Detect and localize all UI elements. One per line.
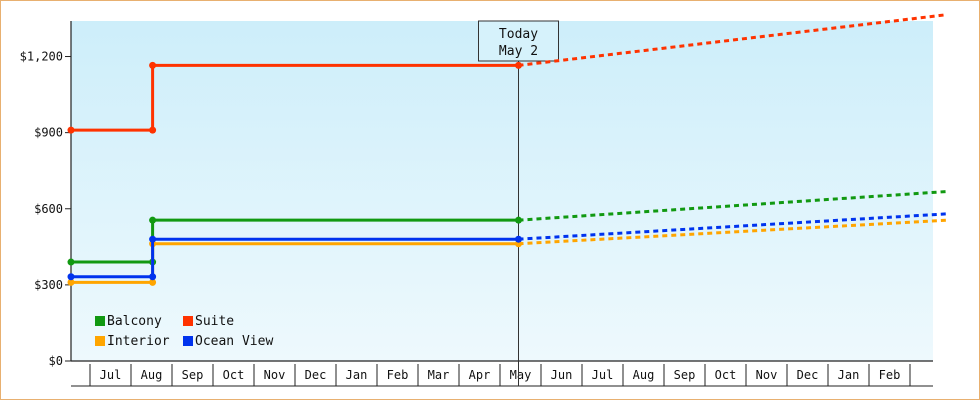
legend-swatch-balcony [95, 316, 105, 326]
series-suite-history [71, 63, 518, 132]
legend-label-balcony: Balcony [107, 314, 162, 329]
x-tick-label: Nov [756, 368, 778, 382]
x-axis: Jul Aug Sep Oct Nov Dec Jan Feb Mar Apr May Jun Jul A… [71, 360, 933, 387]
legend-swatch-ocean-view [183, 336, 193, 346]
series-interior-point [149, 278, 157, 286]
x-tick-label: Aug [633, 368, 655, 382]
x-tick-label: Jul [592, 368, 614, 382]
x-tick-label: Sep [674, 368, 696, 382]
series-suite-point [149, 61, 157, 69]
legend-label-suite: Suite [195, 314, 234, 329]
y-tick-label: $300 [34, 278, 63, 292]
series-balcony-point [149, 216, 157, 224]
x-tick-label: Aug [141, 368, 163, 382]
series-lines [67, 13, 948, 286]
today-label: Today [499, 27, 538, 42]
legend-label-interior: Interior [107, 334, 170, 349]
x-tick-label: Feb [879, 368, 901, 382]
legend: Balcony Suite Interior Ocean View [95, 314, 273, 349]
y-tick-label: $600 [34, 202, 63, 216]
series-balcony-point [67, 258, 75, 266]
series-ocean-view-point [515, 235, 522, 243]
series-ocean-view-point [67, 273, 75, 281]
x-tick-label: Jan [346, 368, 368, 382]
series-ocean-view-point [149, 273, 157, 281]
series-ocean-view-point [149, 235, 157, 243]
y-axis: $0 $300 $600 $900 $1,200 [20, 21, 72, 368]
today-date: May 2 [499, 44, 538, 59]
x-tick-label: Jan [838, 368, 860, 382]
series-interior-point [67, 278, 75, 286]
y-tick-label: $1,200 [20, 50, 63, 64]
x-tick-label: Mar [428, 368, 450, 382]
today-box [478, 20, 559, 62]
legend-swatch-interior [95, 336, 105, 346]
x-tick-label: Feb [387, 368, 409, 382]
legend-swatch-suite [183, 316, 193, 326]
x-tick-label: Dec [797, 368, 819, 382]
x-tick-label: Nov [264, 368, 286, 382]
series-ocean-view-history [71, 237, 518, 279]
x-tick-label: Apr [469, 368, 491, 382]
series-suite-point [515, 61, 522, 69]
x-tick-label: Jul [100, 368, 122, 382]
x-tick-label: Oct [715, 368, 737, 382]
series-suite-point [149, 126, 157, 134]
series-suite-point [67, 126, 75, 134]
x-tick-label: May [510, 368, 532, 382]
plot-area [71, 21, 933, 361]
x-tick-label: Sep [182, 368, 204, 382]
x-tick-label: Oct [223, 368, 245, 382]
legend-label-ocean-view: Ocean View [195, 334, 273, 349]
x-tick-label: Jun [551, 368, 573, 382]
x-tick-label: Dec [305, 368, 327, 382]
series-balcony-point [515, 216, 522, 224]
y-tick-label: $900 [34, 126, 63, 140]
y-tick-label: $0 [49, 354, 63, 368]
